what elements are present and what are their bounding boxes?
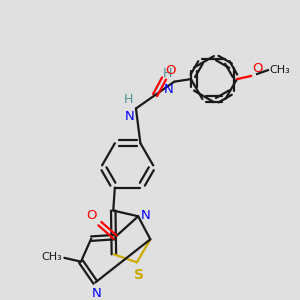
Text: S: S xyxy=(134,268,144,282)
Text: N: N xyxy=(164,83,174,96)
Text: O: O xyxy=(86,209,97,222)
Text: CH₃: CH₃ xyxy=(41,252,62,262)
Text: CH₃: CH₃ xyxy=(269,64,290,74)
Text: N: N xyxy=(141,208,151,221)
Text: N: N xyxy=(92,287,101,300)
Text: O: O xyxy=(253,61,263,75)
Text: H: H xyxy=(123,93,133,106)
Text: O: O xyxy=(165,64,176,77)
Text: H: H xyxy=(162,67,172,80)
Text: N: N xyxy=(125,110,135,123)
